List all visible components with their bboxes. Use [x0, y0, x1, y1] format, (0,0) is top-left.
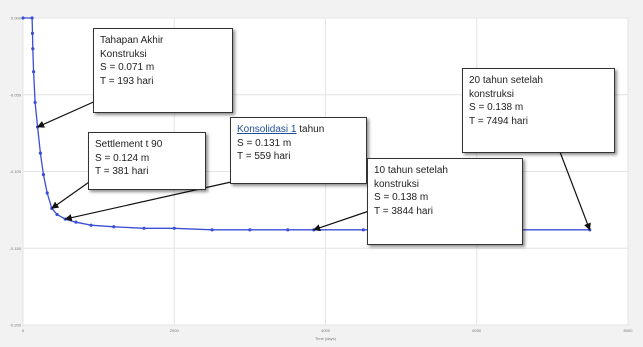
- callout-line: T = 7494 hari: [469, 115, 529, 127]
- y-tick-label: -0.150: [10, 246, 22, 251]
- data-point: [248, 228, 252, 232]
- data-point: [210, 228, 214, 232]
- callout-line: konstruksi: [374, 178, 420, 190]
- callout-line: S = 0.071 m: [100, 62, 155, 73]
- callout-line: S = 0.138 m: [469, 102, 524, 113]
- callout-line: S = 0.124 m: [95, 152, 150, 164]
- data-point: [45, 191, 49, 195]
- data-point: [31, 47, 35, 51]
- annotation-callout: Settlement t 90 S = 0.124 m T = 381 hari: [88, 132, 206, 190]
- x-tick-label: 4000: [321, 328, 331, 333]
- data-point: [74, 220, 78, 224]
- data-point: [172, 226, 176, 230]
- data-point: [38, 151, 42, 155]
- annotation-arrow: [559, 151, 591, 231]
- data-point: [30, 31, 35, 35]
- callout-line: konstruksi: [469, 88, 515, 100]
- callout-line: S = 0.138 m: [374, 192, 429, 203]
- callout-line: Tahapan Akhir: [100, 35, 164, 46]
- annotation-arrow: [51, 179, 93, 209]
- annotation-callout: Tahapan Akhir Konstruksi S = 0.071 m T = 19…: [93, 28, 233, 113]
- x-tick-label: 0: [22, 328, 25, 333]
- data-point: [142, 226, 146, 230]
- x-tick-label: 2000: [170, 328, 180, 333]
- callout-line: 20 tahun setelah: [469, 75, 543, 86]
- data-point: [112, 225, 116, 229]
- data-point: [55, 212, 59, 217]
- callout-line: Settlement t 90: [95, 139, 163, 150]
- x-tick-label: 8000: [624, 328, 634, 333]
- annotation-callout: 20 tahun setelah konstruksi S = 0.138 m T =…: [462, 68, 615, 153]
- callout-line: Konstruksi: [100, 48, 147, 60]
- x-tick-label: 6000: [472, 328, 482, 333]
- callout-line: T = 381 hari: [95, 166, 149, 177]
- callout-underlined-text: Konsolidasi 1: [237, 124, 297, 135]
- callout-line: T = 559 hari: [237, 151, 291, 162]
- callout-line: T = 193 hari: [100, 75, 154, 87]
- y-tick-label: 0.000: [11, 16, 22, 21]
- y-tick-label: -0.200: [10, 323, 22, 328]
- annotation-callout: 10 tahun setelah konstruksi S = 0.138 m T =…: [367, 158, 523, 245]
- callout-line: 10 tahun setelah: [374, 165, 448, 176]
- annotation-callout: Konsolidasi 1 tahun S = 0.131 m T = 559 ha…: [230, 117, 367, 184]
- x-axis-label: Time (days): [315, 336, 337, 341]
- annotation-arrows: [36, 99, 591, 232]
- data-point: [89, 223, 93, 227]
- callout-line: Konsolidasi 1 tahun: [237, 124, 325, 135]
- annotation-arrow: [313, 209, 373, 232]
- y-tick-label: -0.050: [10, 92, 22, 97]
- data-point: [33, 100, 37, 105]
- axes: 0 2000 4000 6000 8000 0.000 -0.050 -0.100 -0.150…: [10, 16, 634, 342]
- data-point: [286, 228, 290, 232]
- data-point: [41, 172, 46, 177]
- annotation-arrow: [36, 99, 99, 128]
- data-point: [21, 16, 25, 20]
- annotation-arrow: [64, 179, 241, 222]
- y-tick-label: -0.100: [10, 169, 22, 174]
- callout-line: S = 0.131 m: [237, 137, 292, 149]
- callout-line: T = 3844 hari: [374, 205, 434, 217]
- data-point: [31, 70, 36, 74]
- data-point: [30, 16, 34, 20]
- data-point: [361, 228, 365, 232]
